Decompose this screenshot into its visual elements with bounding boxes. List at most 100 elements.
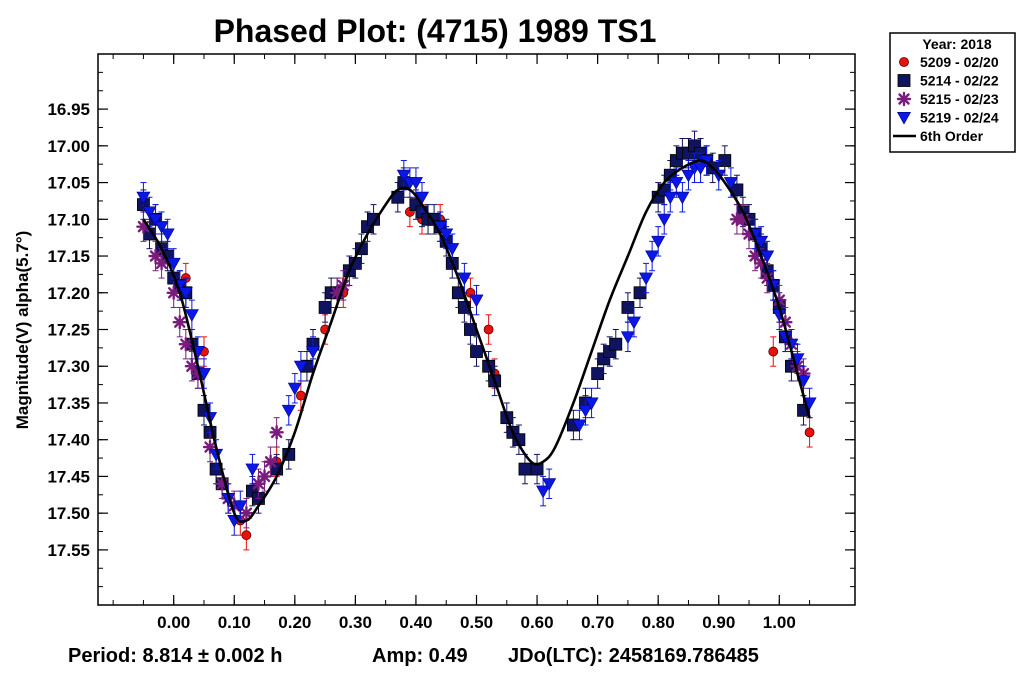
x-tick-label: 0.10 xyxy=(218,613,251,632)
data-point xyxy=(233,500,248,513)
y-tick-label: 17.10 xyxy=(47,210,90,229)
legend: Year: 2018 5209 - 02/20 5214 - 02/22 5215 … xyxy=(889,32,1016,153)
jdo-label: JDo(LTC): 2458169.786485 xyxy=(508,645,759,667)
legend-entry: 5215 - 02/23 xyxy=(896,91,999,107)
legend-entry: 5219 - 02/24 xyxy=(896,110,999,126)
data-point xyxy=(669,177,684,190)
y-tick-label: 17.55 xyxy=(47,541,90,560)
data-point xyxy=(142,206,157,220)
data-point xyxy=(408,177,423,190)
data-point xyxy=(470,345,483,358)
data-point xyxy=(184,309,199,322)
data-point xyxy=(166,285,181,300)
data-point xyxy=(626,316,641,330)
y-tick-label: 17.35 xyxy=(47,394,90,413)
data-point xyxy=(754,235,769,249)
data-point xyxy=(154,221,169,234)
data-point xyxy=(136,191,151,205)
data-point xyxy=(281,404,296,418)
data-point xyxy=(760,250,775,264)
data-point xyxy=(160,228,175,242)
legend-entry: 6th Order xyxy=(893,128,984,144)
data-point xyxy=(542,478,557,491)
data-point xyxy=(202,439,218,455)
y-tick-label: 17.45 xyxy=(47,467,90,486)
chart-title: Phased Plot: (4715) 1989 TS1 xyxy=(214,13,657,49)
x-tick-label: 0.50 xyxy=(460,613,493,632)
data-point xyxy=(657,213,672,227)
data-point xyxy=(663,191,678,205)
legend-label: 5219 - 02/24 xyxy=(920,110,999,126)
y-tick-label: 17.40 xyxy=(47,431,90,450)
x-tick-label: 0.20 xyxy=(278,613,311,632)
data-point xyxy=(693,162,708,175)
legend-marker xyxy=(896,91,912,107)
y-axis: 16.95 17.00 17.05 17.10 17.15 17.20 17.25 17.30… xyxy=(47,71,855,588)
data-point xyxy=(166,257,181,271)
x-tick-label: 0.80 xyxy=(642,613,675,632)
legend-label: 5215 - 02/23 xyxy=(920,91,999,107)
data-point xyxy=(651,235,666,249)
x-tick-label: 0.00 xyxy=(157,613,190,632)
legend-label: 5209 - 02/20 xyxy=(920,54,999,70)
data-point xyxy=(578,404,593,418)
data-point xyxy=(620,331,635,344)
data-point xyxy=(483,324,494,335)
data-point xyxy=(536,485,551,499)
data-point xyxy=(172,314,187,330)
data-point xyxy=(178,336,194,352)
data-point xyxy=(439,228,454,242)
y-tick-label: 17.25 xyxy=(47,321,90,340)
x-tick-label: 0.30 xyxy=(339,613,372,632)
y-tick-label: 17.05 xyxy=(47,174,90,193)
data-point xyxy=(269,425,284,440)
data-point xyxy=(675,191,690,205)
data-point xyxy=(457,272,472,286)
x-tick-label: 1.00 xyxy=(763,613,796,632)
fit-curve-6th-order xyxy=(142,159,811,524)
data-point xyxy=(396,169,411,183)
data-point xyxy=(469,294,484,308)
y-tick-label: 17.15 xyxy=(47,247,90,266)
data-point xyxy=(154,256,169,271)
y-axis-label: Magnitude(V) alpha(5.7°) xyxy=(13,231,32,430)
x-tick-label: 0.60 xyxy=(521,613,554,632)
data-point xyxy=(148,213,163,227)
data-point xyxy=(645,250,660,264)
amplitude-label: Amp: 0.49 xyxy=(372,645,468,667)
x-tick-label: 0.70 xyxy=(581,613,614,632)
legend-entry: 5214 - 02/22 xyxy=(897,73,999,89)
data-point xyxy=(609,337,623,351)
data-point xyxy=(804,427,815,438)
data-point xyxy=(639,272,654,286)
y-tick-label: 17.50 xyxy=(47,504,90,523)
data-point xyxy=(263,454,278,469)
x-tick-label: 0.40 xyxy=(399,613,432,632)
x-tick-label: 0.90 xyxy=(702,613,735,632)
data-point xyxy=(768,346,779,357)
data-point xyxy=(723,177,738,190)
y-tick-label: 17.30 xyxy=(47,357,90,376)
fit-layer xyxy=(142,159,811,524)
data-point xyxy=(445,243,460,256)
legend-label: 5214 - 02/22 xyxy=(920,73,999,89)
data-point xyxy=(241,530,252,541)
data-point xyxy=(681,169,696,183)
data-point xyxy=(245,463,260,477)
data-point xyxy=(530,462,544,476)
data-point xyxy=(293,360,308,374)
data-point xyxy=(178,287,193,300)
data-point xyxy=(287,382,302,396)
legend-marker xyxy=(897,74,911,87)
data-point xyxy=(572,419,587,433)
y-tick-label: 17.00 xyxy=(47,137,90,156)
data-point xyxy=(584,397,599,411)
y-tick-label: 17.20 xyxy=(47,284,90,303)
data-point xyxy=(239,505,254,521)
data-point xyxy=(518,462,532,476)
period-label: Period: 8.814 ± 0.002 h xyxy=(68,645,282,667)
series-5219 xyxy=(136,145,817,536)
legend-entry: 5209 - 02/20 xyxy=(899,54,999,70)
legend-marker xyxy=(899,57,909,67)
